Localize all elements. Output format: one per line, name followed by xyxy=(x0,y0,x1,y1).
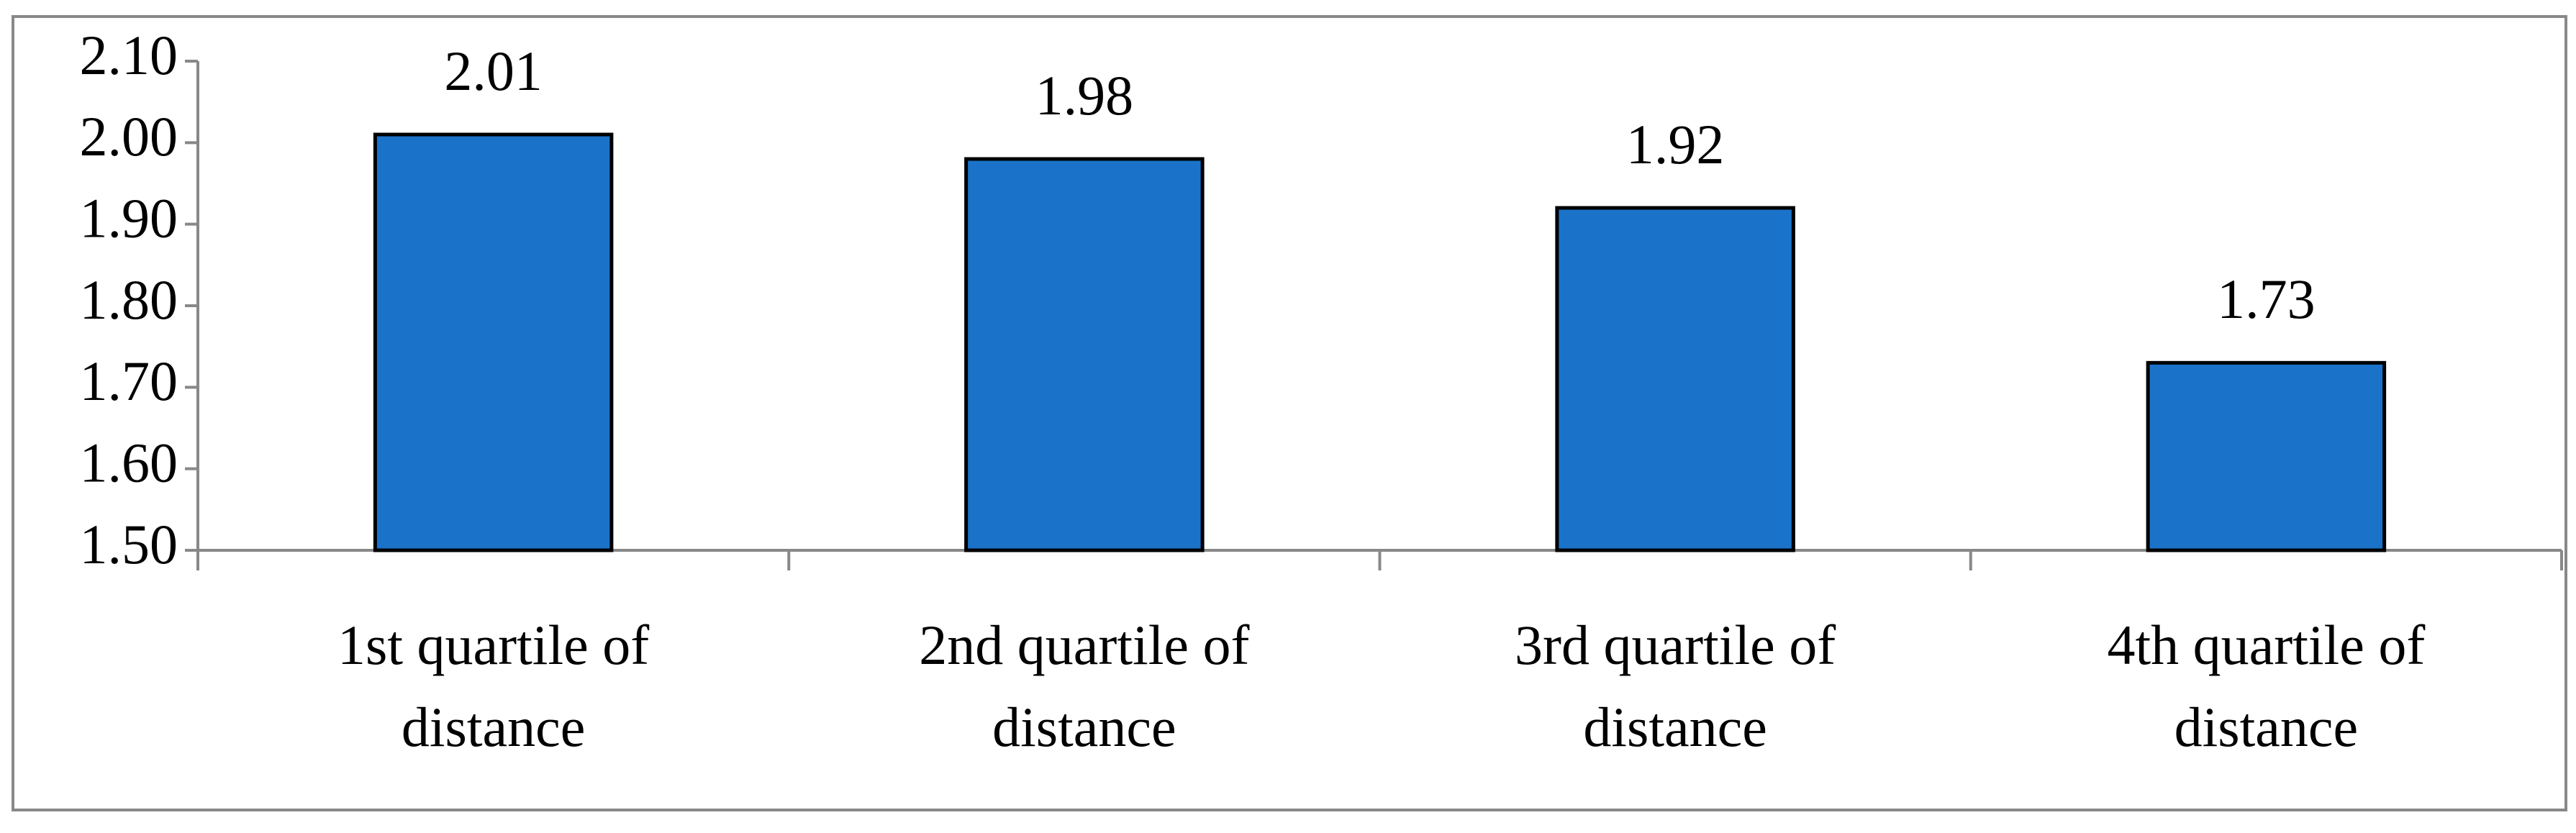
y-tick-label: 1.50 xyxy=(80,513,178,575)
y-tick-label: 2.00 xyxy=(80,105,178,168)
bar xyxy=(1555,206,1795,552)
data-label: 1.98 xyxy=(1035,64,1134,127)
bar xyxy=(2146,360,2387,552)
y-tick-label: 2.10 xyxy=(80,24,178,86)
x-tick-label: 3rd quartile of distance xyxy=(1515,614,1836,758)
y-tick-label: 1.80 xyxy=(80,268,178,331)
data-label: 1.92 xyxy=(1626,113,1725,176)
data-label: 1.73 xyxy=(2217,268,2316,330)
x-tick-label: 2nd quartile of distance xyxy=(919,614,1250,758)
bar xyxy=(373,132,614,552)
y-tick-label: 1.90 xyxy=(80,187,178,250)
x-tick-label: 4th quartile of distance xyxy=(2107,614,2426,758)
x-tick-label: 1st quartile of distance xyxy=(337,614,650,758)
data-label: 2.01 xyxy=(444,40,543,102)
y-tick-label: 1.70 xyxy=(80,350,178,412)
bar xyxy=(964,157,1205,552)
y-tick-label: 1.60 xyxy=(80,432,178,494)
chart-frame xyxy=(12,15,2567,811)
